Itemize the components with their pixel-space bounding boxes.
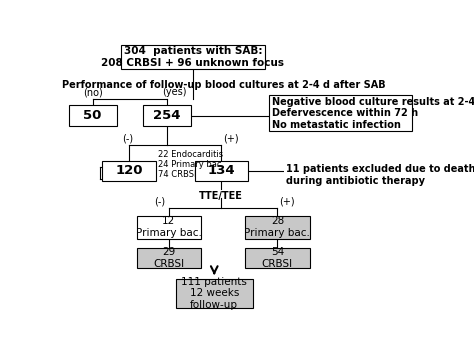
Bar <box>245 248 310 268</box>
Text: (-): (-) <box>122 133 133 143</box>
Bar <box>69 106 117 126</box>
Bar <box>245 216 310 239</box>
Bar <box>284 161 416 189</box>
Bar <box>143 106 191 126</box>
Text: (yes): (yes) <box>163 87 187 97</box>
Text: 12
Primary bac.: 12 Primary bac. <box>136 216 202 238</box>
Text: 134: 134 <box>208 164 235 178</box>
Bar <box>121 45 264 69</box>
Text: (+): (+) <box>279 196 294 207</box>
Text: Performance of follow-up blood cultures at 2-4 d after SAB: Performance of follow-up blood cultures … <box>62 80 385 90</box>
Text: (no): (no) <box>82 87 102 97</box>
Text: 50: 50 <box>83 109 102 122</box>
Bar <box>137 248 201 268</box>
Bar <box>102 161 156 181</box>
Text: 28
Primary bac.: 28 Primary bac. <box>245 216 310 238</box>
Bar <box>268 96 412 131</box>
Bar <box>195 161 247 181</box>
Text: Negative blood culture results at 2-4 d
Defervescence within 72 h
No metastatic : Negative blood culture results at 2-4 d … <box>273 97 474 130</box>
Text: (-): (-) <box>154 196 165 207</box>
Text: 304  patients with SAB:
208 CRBSI + 96 unknown focus: 304 patients with SAB: 208 CRBSI + 96 un… <box>101 46 284 68</box>
Text: 111 patients
12 weeks
follow-up: 111 patients 12 weeks follow-up <box>182 277 247 310</box>
Text: 254: 254 <box>153 109 181 122</box>
Text: 54
CRBSI: 54 CRBSI <box>262 247 293 269</box>
Bar <box>137 216 201 239</box>
Text: (+): (+) <box>223 133 238 143</box>
Text: TTE/TEE: TTE/TEE <box>199 191 243 201</box>
Text: 22 Endocarditis
24 Primary bac.
74 CRBSI: 22 Endocarditis 24 Primary bac. 74 CRBSI <box>158 150 224 179</box>
Text: 120: 120 <box>115 164 143 178</box>
Text: 11 patients excluded due to death
during antibiotic therapy: 11 patients excluded due to death during… <box>286 164 474 186</box>
Bar <box>175 279 253 308</box>
Text: 29
CRBSI: 29 CRBSI <box>154 247 184 269</box>
